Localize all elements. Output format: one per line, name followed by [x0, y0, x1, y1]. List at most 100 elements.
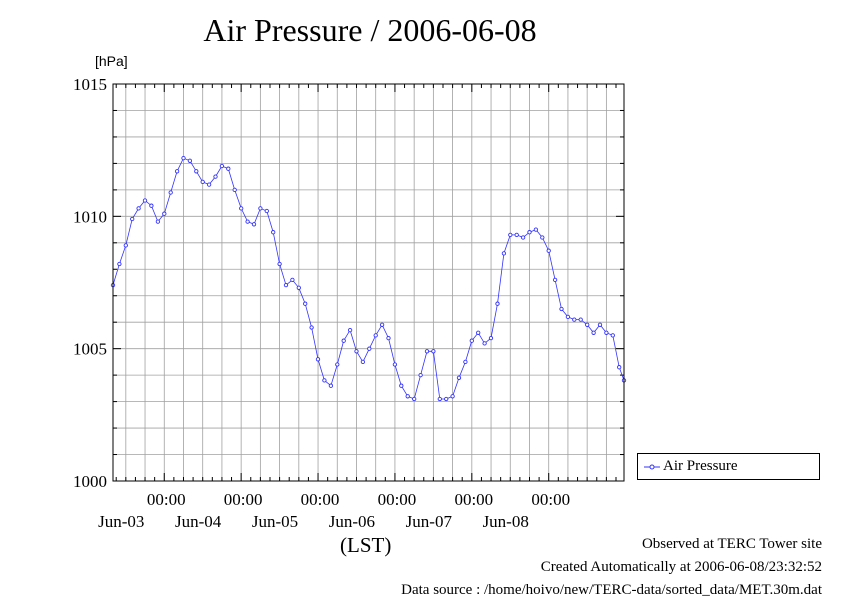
- data-point: [206, 182, 212, 187]
- data-point: [431, 349, 436, 354]
- data-point: [585, 322, 590, 327]
- data-point: [322, 378, 327, 383]
- x-tick-time-label: 00:00: [147, 490, 186, 509]
- data-point: [341, 338, 346, 343]
- x-tick-date-label: Jun-05: [252, 512, 298, 531]
- data-point: [174, 169, 180, 174]
- x-tick-date-label: Jun-07: [406, 512, 453, 531]
- data-point: [591, 330, 596, 335]
- y-tick-label: 1010: [73, 207, 107, 226]
- data-point: [328, 383, 334, 388]
- data-point: [450, 394, 455, 399]
- data-point: [418, 372, 423, 378]
- data-point: [354, 349, 359, 354]
- y-tick-label: 1015: [73, 75, 107, 94]
- data-point: [597, 322, 603, 327]
- data-point: [123, 243, 128, 248]
- data-point: [412, 396, 417, 402]
- data-point: [610, 333, 615, 338]
- data-point: [136, 206, 141, 211]
- x-axis-label: (LST): [340, 533, 392, 557]
- footer-observed-site: Observed at TERC Tower site: [641, 536, 822, 552]
- data-point: [399, 383, 404, 388]
- data-point: [130, 216, 135, 222]
- data-point: [194, 169, 199, 174]
- data-point: [444, 396, 449, 402]
- data-point: [617, 365, 622, 370]
- data-point: [149, 203, 154, 208]
- data-point: [463, 359, 468, 365]
- data-point: [572, 317, 577, 322]
- data-point: [565, 314, 571, 320]
- legend-label: Air Pressure: [663, 458, 738, 474]
- data-point: [495, 301, 500, 306]
- tick-label-layer: 100010051010101500:00Jun-0300:00Jun-0400…: [73, 75, 570, 531]
- data-point: [456, 375, 462, 380]
- data-point: [181, 155, 186, 161]
- data-point: [277, 261, 282, 267]
- data-point: [168, 190, 173, 195]
- series-layer: [110, 155, 627, 402]
- data-point: [552, 277, 558, 283]
- data-point: [226, 166, 231, 171]
- x-tick-date-label: Jun-06: [329, 512, 375, 531]
- data-point: [527, 230, 532, 235]
- data-point: [335, 362, 340, 367]
- data-point: [219, 163, 225, 169]
- footer-data-source: Data source : /home/hoivo/new/TERC-data/…: [401, 582, 822, 598]
- plot-frame: [112, 83, 625, 482]
- data-point: [200, 179, 205, 185]
- x-tick-time-label: 00:00: [301, 490, 340, 509]
- data-point: [155, 219, 161, 224]
- tick-layer: [113, 84, 624, 481]
- data-point: [469, 338, 474, 343]
- footer-created-time: Created Automatically at 2006-06-08/23:3…: [540, 559, 822, 575]
- data-point: [264, 208, 269, 214]
- data-point: [424, 349, 430, 354]
- data-point: [213, 174, 218, 179]
- data-point: [245, 219, 250, 224]
- x-tick-date-label: Jun-03: [98, 512, 144, 531]
- data-point: [533, 227, 539, 232]
- data-point: [271, 230, 276, 235]
- data-point: [117, 261, 122, 267]
- legend-swatch: [644, 464, 660, 470]
- data-point: [578, 317, 583, 322]
- data-point: [232, 187, 237, 193]
- data-point: [520, 235, 526, 240]
- data-point: [559, 306, 564, 312]
- data-point: [251, 222, 257, 227]
- data-point: [142, 198, 148, 203]
- data-point: [508, 232, 513, 238]
- data-point: [296, 285, 301, 290]
- data-point: [437, 396, 442, 402]
- data-point: [315, 357, 321, 362]
- data-point: [290, 277, 295, 283]
- data-point: [476, 330, 481, 335]
- x-tick-time-label: 00:00: [378, 490, 417, 509]
- data-point: [546, 248, 551, 253]
- data-point: [386, 335, 391, 341]
- data-point: [514, 232, 519, 238]
- chart-title: Air Pressure / 2006-06-08: [203, 12, 537, 48]
- y-axis-unit-label: [hPa]: [95, 53, 128, 69]
- data-point: [379, 322, 385, 327]
- data-point: [392, 362, 398, 367]
- data-point: [367, 346, 372, 351]
- data-point: [258, 206, 263, 211]
- data-point: [347, 327, 353, 333]
- data-point: [482, 341, 487, 346]
- data-point: [501, 251, 507, 256]
- data-point: [239, 206, 244, 211]
- grid-layer: [113, 84, 624, 481]
- legend: Air Pressure: [637, 453, 820, 480]
- x-tick-time-label: 00:00: [454, 490, 493, 509]
- y-tick-label: 1005: [73, 340, 107, 359]
- data-point: [309, 325, 314, 330]
- series-line: [112, 157, 625, 400]
- data-point: [488, 335, 494, 341]
- x-tick-time-label: 00:00: [224, 490, 263, 509]
- data-point: [540, 235, 545, 240]
- y-tick-label: 1000: [73, 472, 107, 491]
